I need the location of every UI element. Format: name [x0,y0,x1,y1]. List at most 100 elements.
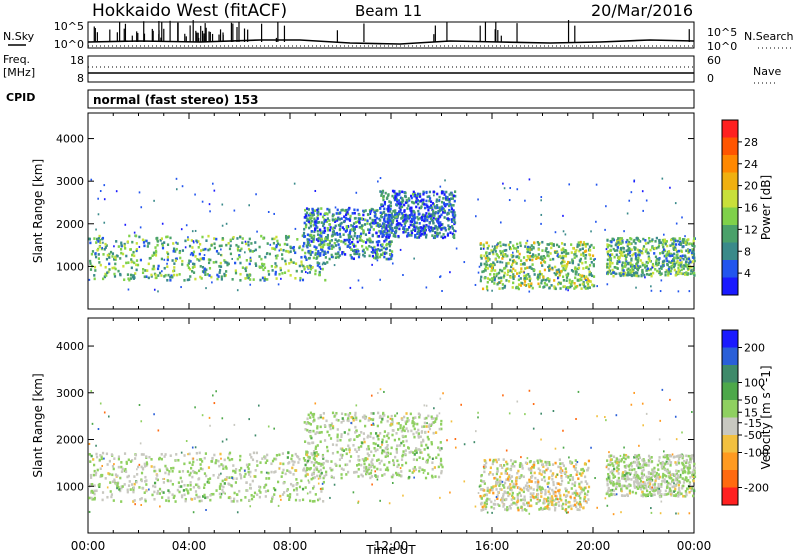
data-cell [353,245,356,248]
data-cell [404,452,407,456]
data-cell [585,266,588,270]
data-cell [324,252,327,255]
data-cell [364,233,368,236]
data-cell [432,431,435,435]
data-cell [565,286,568,290]
data-cell [639,240,642,243]
data-cell [575,505,578,509]
data-cell [309,430,312,434]
data-cell [260,234,263,238]
data-cell [616,267,619,270]
data-cell [89,483,92,486]
data-cell [440,207,443,211]
data-cell [440,469,443,473]
data-cell [512,273,515,276]
data-cell [192,469,195,473]
data-cell [368,228,372,232]
data-cell [646,267,649,271]
data-cell [337,255,340,259]
data-cell [379,431,382,435]
data-cell [336,428,339,431]
data-cell [511,462,514,466]
data-cell [169,278,172,282]
data-cell [450,206,453,209]
data-cell [684,241,687,245]
data-cell [370,450,373,454]
data-cell [529,471,533,475]
data-cell [199,458,203,461]
data-cell [442,211,445,214]
data-cell [399,222,402,226]
data-cell [554,503,557,506]
data-cell [127,484,131,487]
data-cell [373,250,376,253]
data-cell [314,248,317,251]
data-cell [278,453,281,457]
data-cell [537,282,540,286]
data-cell [672,480,675,484]
data-cell [609,489,612,492]
data-cell [398,193,401,196]
data-cell [302,456,306,460]
data-cell [317,470,320,473]
data-cell [512,275,515,279]
data-cell [370,207,373,211]
data-cell [499,260,502,264]
data-cell [376,467,379,471]
data-cell [451,218,454,221]
data-cell [249,470,252,474]
data-cell [274,470,277,473]
data-cell [548,279,551,283]
data-cell [488,491,491,494]
data-cell [391,262,394,265]
data-cell [452,219,455,222]
data-cell [526,239,529,242]
data-cell [545,497,548,501]
data-cell [189,481,192,484]
data-cell [673,262,677,266]
data-cell [505,264,508,268]
data-cell [239,474,242,477]
data-cell [340,208,343,212]
data-cell [223,274,226,278]
data-cell [368,417,371,420]
data-cell [93,274,96,277]
data-cell [387,221,390,224]
data-cell [407,446,410,449]
data-cell [174,250,177,253]
data-cell [292,261,295,264]
data-cell [573,496,576,500]
data-cell [292,488,296,492]
data-cell [642,245,646,248]
data-cell [402,425,405,429]
data-cell [317,453,320,456]
data-cell [670,476,673,480]
data-cell [408,475,411,479]
data-cell [197,240,200,243]
data-cell [213,237,216,240]
data-cell [533,496,536,499]
data-cell [346,238,349,242]
data-cell [647,255,650,259]
data-cell [576,245,579,248]
data-cell [673,262,675,265]
data-cell [171,493,174,496]
data-cell [356,220,359,224]
data-cell [403,415,406,419]
data-cell [395,203,399,207]
data-cell [308,238,311,242]
data-cell [366,222,369,225]
data-cell [187,266,190,270]
data-cell [186,278,189,282]
data-cell [507,279,511,283]
data-cell [622,272,625,276]
data-cell [198,252,201,256]
data-cell [191,266,195,269]
data-cell [306,233,310,237]
data-cell [674,239,677,243]
data-cell [164,273,167,277]
data-cell [372,423,375,426]
data-cell [246,489,249,492]
data-cell [426,218,429,222]
data-cell [483,276,486,280]
